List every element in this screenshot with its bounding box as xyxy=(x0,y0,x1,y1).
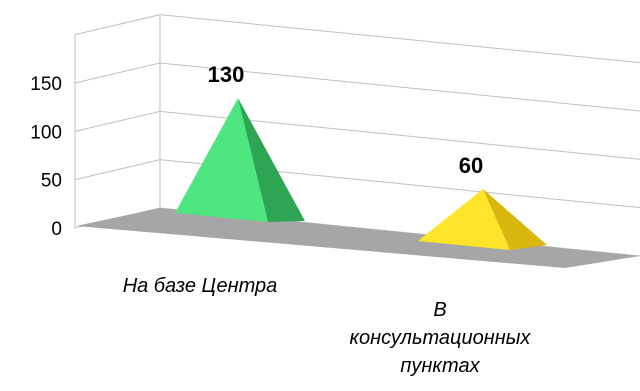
y-tick-label: 0 xyxy=(51,219,62,240)
gridline-back xyxy=(159,62,640,112)
data-label: 60 xyxy=(459,153,483,178)
pyramid-side-face xyxy=(238,98,305,222)
y-tick-label: 50 xyxy=(41,171,62,192)
pyramid-side-face xyxy=(483,189,547,250)
data-label-layer: 130 60 xyxy=(208,62,484,178)
category-label-center: На базе Центра xyxy=(122,275,278,297)
category-label-line: пунктах xyxy=(400,355,480,377)
y-tick-label: 150 xyxy=(30,74,62,95)
gridline-back xyxy=(159,14,640,64)
gridline-side xyxy=(74,159,161,181)
category-label-line: В xyxy=(433,299,447,321)
pyramid-front-face xyxy=(175,98,268,222)
y-axis: 0 50 100 150 xyxy=(30,74,62,240)
chart-floor xyxy=(76,208,640,268)
gridline-side xyxy=(74,110,161,132)
data-label: 130 xyxy=(208,62,245,87)
y-tick-label: 100 xyxy=(30,122,62,143)
pyramid-front-face xyxy=(418,189,510,250)
gridline-side xyxy=(74,62,161,84)
gridline-side xyxy=(74,14,161,36)
category-label-line: консультационных xyxy=(349,327,531,349)
pyramid-layer xyxy=(175,98,547,250)
